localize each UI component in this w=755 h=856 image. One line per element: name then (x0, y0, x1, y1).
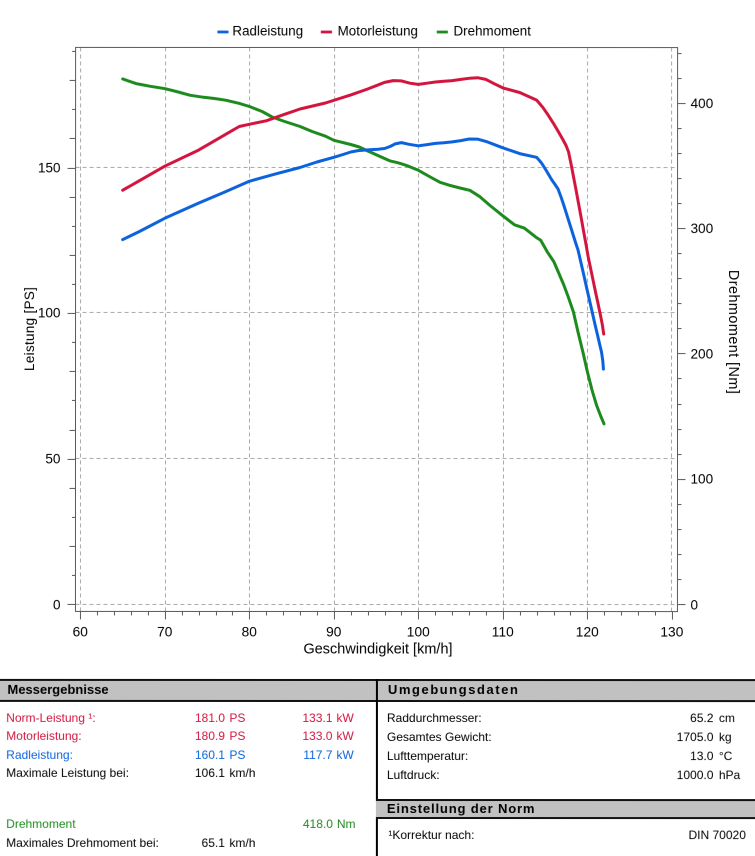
svg-text:Drehmoment [Nm]: Drehmoment [Nm] (725, 270, 741, 394)
svg-text:400: 400 (691, 96, 714, 111)
svg-text:110: 110 (492, 625, 514, 640)
svg-text:70: 70 (157, 625, 173, 640)
svg-text:50: 50 (45, 451, 61, 466)
svg-text:Drehmoment: Drehmoment (454, 23, 532, 38)
svg-text:120: 120 (576, 625, 599, 640)
svg-text:300: 300 (691, 221, 714, 236)
svg-text:130: 130 (660, 625, 683, 640)
svg-text:0: 0 (53, 597, 61, 612)
svg-text:80: 80 (242, 625, 258, 640)
svg-text:100: 100 (38, 305, 61, 320)
svg-text:60: 60 (73, 625, 89, 640)
svg-text:200: 200 (691, 347, 714, 362)
svg-text:Radleistung: Radleistung (232, 23, 303, 38)
svg-text:100: 100 (407, 625, 430, 640)
svg-text:Motorleistung: Motorleistung (338, 23, 418, 38)
svg-text:100: 100 (690, 472, 713, 487)
svg-text:Geschwindigkeit [km/h]: Geschwindigkeit [km/h] (303, 641, 452, 657)
svg-text:90: 90 (326, 625, 342, 640)
svg-text:150: 150 (38, 160, 61, 175)
svg-text:Leistung [PS]: Leistung [PS] (22, 287, 37, 371)
svg-text:0: 0 (690, 597, 698, 612)
